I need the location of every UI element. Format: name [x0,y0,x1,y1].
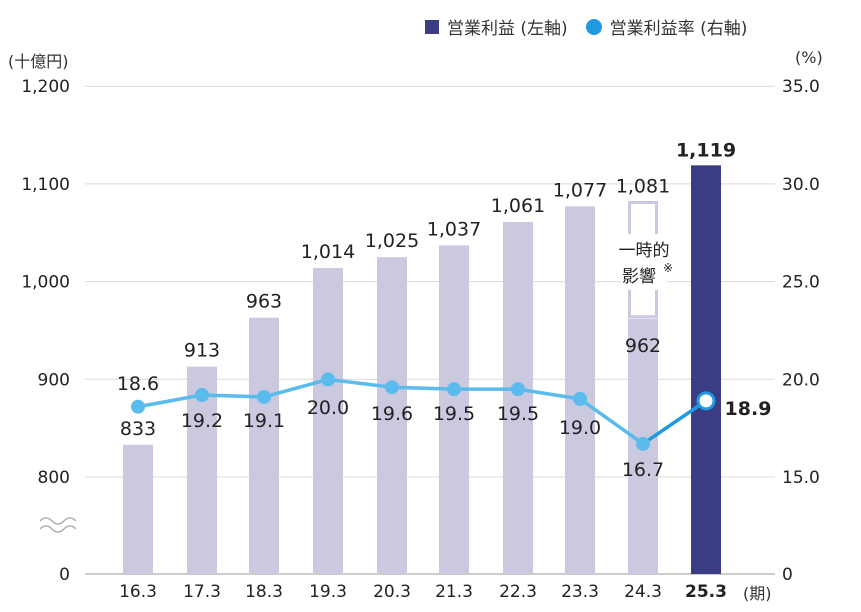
x-axis-category-label: 16.3 [119,582,157,602]
x-axis-category-label: 19.3 [309,582,347,602]
x-axis-category-label: 22.3 [499,582,537,602]
margin-line-highlight-segment [642,399,707,446]
bar [565,206,595,574]
left-axis-tick-label: 800 [38,468,70,488]
bar-legend-label: 営業利益 (左軸) [447,19,568,39]
annotation-line1: 一時的 [619,241,670,261]
margin-point [636,436,650,451]
bar [313,267,343,574]
margin-point [195,388,209,403]
margin-value-label: 19.6 [371,403,413,425]
bar [439,245,469,575]
margin-point [385,380,399,395]
line-legend-label: 営業利益率 (右軸) [609,19,748,39]
x-axis-category-label: 24.3 [624,582,662,602]
chart-legend: 営業利益 (左軸) 営業利益率 (右軸) [425,14,747,39]
bar-value-label: 833 [120,418,156,440]
line-legend-swatch [585,18,602,35]
margin-value-label: 19.0 [559,417,601,439]
margin-point [511,382,525,397]
bar-value-label: 962 [625,335,661,357]
x-axis-category-label: 18.3 [245,582,283,602]
right-axis-tick-label: 35.0 [782,77,820,97]
annotation-mark: ※ [663,261,673,275]
margin-value-label: 19.1 [243,410,285,432]
right-axis-tick-label: 0 [782,565,793,585]
bar-value-label: 913 [184,340,220,362]
bar [249,317,279,574]
bar-value-label: 963 [246,291,282,313]
annotation-line2: 影響 [622,267,656,287]
margin-value-label: 19.5 [433,403,475,425]
x-axis-category-label: 23.3 [561,582,599,602]
right-axis-unit: (%) [795,48,823,67]
bar [123,444,153,574]
margin-value-label: 19.5 [497,403,539,425]
x-axis-category-label: 17.3 [183,582,221,602]
right-axis-tick-label: 20.0 [782,370,820,390]
bar-value-label: 1,025 [365,230,419,252]
left-axis-tick-label: 0 [59,565,70,585]
bar [377,257,407,574]
right-axis-tick-label: 30.0 [782,175,820,195]
left-axis-tick-label: 1,200 [21,77,70,97]
left-axis-tick-label: 900 [38,370,70,390]
margin-point [257,389,271,404]
margin-point [321,372,335,387]
bar-value-label: 1,119 [676,139,736,161]
margin-value-label: 16.7 [622,459,664,481]
left-axis-tick-label: 1,000 [21,273,70,293]
margin-value-label: 19.2 [181,410,223,432]
margin-point-highlight [696,391,716,411]
bar [503,222,533,575]
bar-value-label: 1,014 [301,241,355,263]
x-axis-category-label: 20.3 [373,582,411,602]
left-axis-unit: (十億円) [8,52,69,71]
bar-legend-swatch [425,19,439,34]
left-axis-tick-label: 1,100 [21,175,70,195]
bar-value-label: 1,037 [427,218,481,240]
margin-value-label: 20.0 [307,397,349,419]
axis-break-mark [39,517,77,533]
bar-value-label: 1,061 [491,195,545,217]
annotation-background [621,234,667,290]
one-time-impact-label: 1,081 [616,175,670,197]
bar-value-label: 1,077 [553,179,607,201]
margin-value-label: 18.6 [117,373,159,395]
margin-point [573,391,587,406]
x-axis-category-label: 21.3 [435,582,473,602]
x-axis-category-label: 25.3 [685,582,727,602]
margin-value-label: 18.9 [725,398,772,420]
margin-point [447,382,461,397]
right-axis-tick-label: 25.0 [782,273,820,293]
x-axis-unit: (期) [743,584,772,603]
bar [691,165,721,574]
right-axis-tick-label: 15.0 [782,468,820,488]
margin-point [131,399,145,414]
